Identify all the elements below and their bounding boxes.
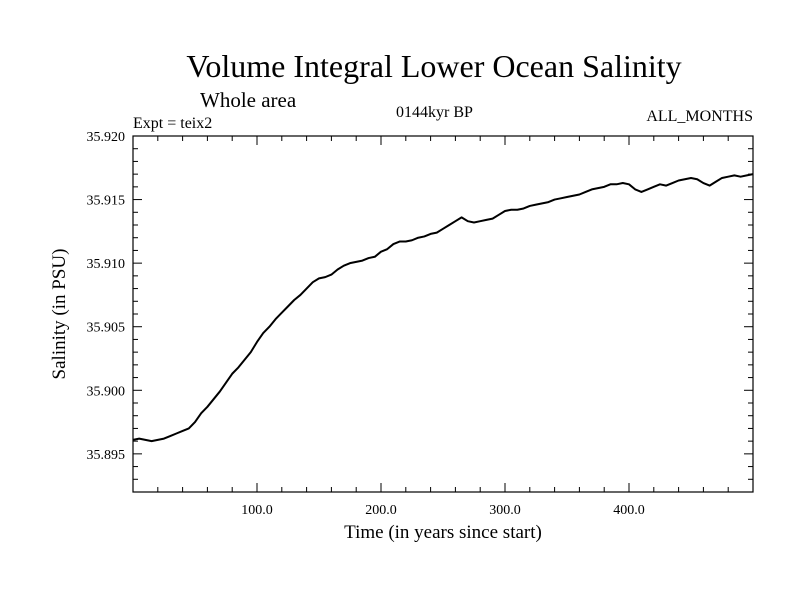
period-label: 0144kyr BP — [396, 104, 473, 121]
y-tick-label: 35.900 — [87, 384, 126, 399]
y-tick-label: 35.905 — [87, 321, 126, 336]
y-tick-label: 35.920 — [87, 130, 126, 145]
x-tick-label: 200.0 — [365, 503, 397, 518]
x-tick-label: 400.0 — [613, 503, 645, 518]
y-axis-ticks: 35.895 35.900 35.905 35.910 35.915 35.920 — [87, 130, 753, 493]
x-tick-label: 300.0 — [489, 503, 521, 518]
months-label: ALL_MONTHS — [646, 108, 753, 125]
chart-subtitle: Whole area — [200, 88, 297, 112]
x-axis-label: Time (in years since start) — [344, 522, 542, 543]
x-axis-ticks: 100.0 200.0 300.0 400.0 — [157, 136, 729, 518]
x-tick-label: 100.0 — [241, 503, 273, 518]
series-line-0 — [132, 173, 754, 443]
y-tick-label: 35.895 — [87, 448, 126, 463]
y-tick-label: 35.915 — [87, 194, 126, 209]
plot-frame — [132, 135, 754, 493]
series-group — [132, 173, 754, 443]
y-tick-label: 35.910 — [87, 257, 126, 272]
chart-title: Volume Integral Lower Ocean Salinity — [186, 48, 682, 84]
experiment-label: Expt = teix2 — [133, 115, 213, 132]
